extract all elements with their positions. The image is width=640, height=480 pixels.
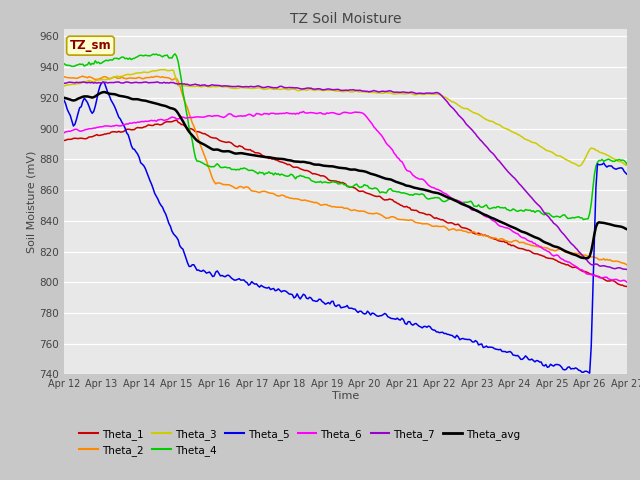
Theta_1 <box>623 284 631 289</box>
Theta_3 <box>383 90 390 96</box>
Theta_avg <box>383 176 390 181</box>
Theta_avg <box>60 95 68 101</box>
Theta_4 <box>76 61 83 67</box>
Theta_4 <box>172 51 179 57</box>
Theta_6 <box>60 130 68 136</box>
Theta_avg <box>401 182 409 188</box>
Theta_7 <box>166 80 174 85</box>
X-axis label: Time: Time <box>332 391 359 401</box>
Theta_5 <box>383 312 390 317</box>
Theta_4 <box>580 217 588 223</box>
Theta_6 <box>165 116 173 121</box>
Theta_3 <box>159 67 166 72</box>
Theta_2 <box>76 74 83 80</box>
Theta_7 <box>623 267 631 273</box>
Theta_4 <box>413 191 421 197</box>
Theta_6 <box>76 128 83 134</box>
Theta_2 <box>556 246 564 252</box>
Theta_7 <box>383 88 390 94</box>
Theta_5 <box>623 171 631 177</box>
Theta_3 <box>166 68 174 73</box>
Theta_6 <box>623 279 631 285</box>
Theta_avg <box>76 95 83 101</box>
Theta_3 <box>60 83 68 89</box>
Theta_1 <box>383 197 390 203</box>
Theta_4 <box>556 215 564 220</box>
Theta_2 <box>166 76 174 82</box>
Theta_4 <box>383 190 390 196</box>
Theta_5 <box>413 322 421 328</box>
Theta_4 <box>623 161 631 167</box>
Theta_2 <box>413 220 421 226</box>
Theta_7 <box>413 90 421 96</box>
Theta_avg <box>556 245 564 251</box>
Theta_6 <box>413 175 421 181</box>
Theta_2 <box>383 216 390 221</box>
Line: Theta_7: Theta_7 <box>64 82 627 270</box>
Theta_1 <box>401 204 409 210</box>
Theta_1 <box>60 138 68 144</box>
Theta_5 <box>556 362 564 368</box>
Theta_4 <box>401 191 409 196</box>
Line: Theta_5: Theta_5 <box>64 82 627 373</box>
Theta_1 <box>556 259 564 265</box>
Theta_3 <box>413 91 421 97</box>
Theta_7 <box>556 227 564 233</box>
Theta_1 <box>413 208 421 214</box>
Line: Theta_1: Theta_1 <box>64 120 627 287</box>
Theta_1 <box>173 117 180 123</box>
Theta_avg <box>582 255 590 261</box>
Theta_2 <box>401 217 409 223</box>
Line: Theta_4: Theta_4 <box>64 54 627 220</box>
Theta_7 <box>76 80 83 85</box>
Theta_2 <box>60 74 68 80</box>
Theta_avg <box>101 89 109 95</box>
Theta_6 <box>556 255 564 261</box>
Line: Theta_3: Theta_3 <box>64 70 627 166</box>
Theta_2 <box>79 73 86 79</box>
Theta_3 <box>575 163 582 169</box>
Y-axis label: Soil Moisture (mV): Soil Moisture (mV) <box>27 150 36 253</box>
Line: Theta_avg: Theta_avg <box>64 92 627 258</box>
Line: Theta_2: Theta_2 <box>64 76 627 265</box>
Theta_7 <box>115 79 123 85</box>
Theta_3 <box>623 163 631 168</box>
Theta_5 <box>401 321 409 326</box>
Theta_6 <box>383 140 390 146</box>
Theta_5 <box>76 105 83 111</box>
Theta_2 <box>623 262 631 268</box>
Legend: Theta_1, Theta_2, Theta_3, Theta_4, Theta_5, Theta_6, Theta_7, Theta_avg: Theta_1, Theta_2, Theta_3, Theta_4, Thet… <box>75 424 525 460</box>
Theta_1 <box>165 119 173 125</box>
Theta_4 <box>60 61 68 67</box>
Line: Theta_6: Theta_6 <box>64 111 627 282</box>
Theta_5 <box>99 79 107 85</box>
Theta_6 <box>401 165 409 170</box>
Theta_6 <box>300 108 307 114</box>
Theta_3 <box>401 91 409 97</box>
Theta_3 <box>556 153 564 159</box>
Theta_avg <box>166 105 174 111</box>
Theta_avg <box>623 227 631 232</box>
Theta_avg <box>413 186 421 192</box>
Theta_1 <box>76 135 83 141</box>
Theta_5 <box>60 97 68 103</box>
Theta_7 <box>401 89 409 95</box>
Theta_3 <box>76 81 83 86</box>
Theta_5 <box>166 223 174 229</box>
Theta_5 <box>586 370 593 376</box>
Theta_7 <box>60 81 68 86</box>
Text: TZ_sm: TZ_sm <box>70 39 111 52</box>
Theta_4 <box>165 55 173 61</box>
Title: TZ Soil Moisture: TZ Soil Moisture <box>290 12 401 26</box>
